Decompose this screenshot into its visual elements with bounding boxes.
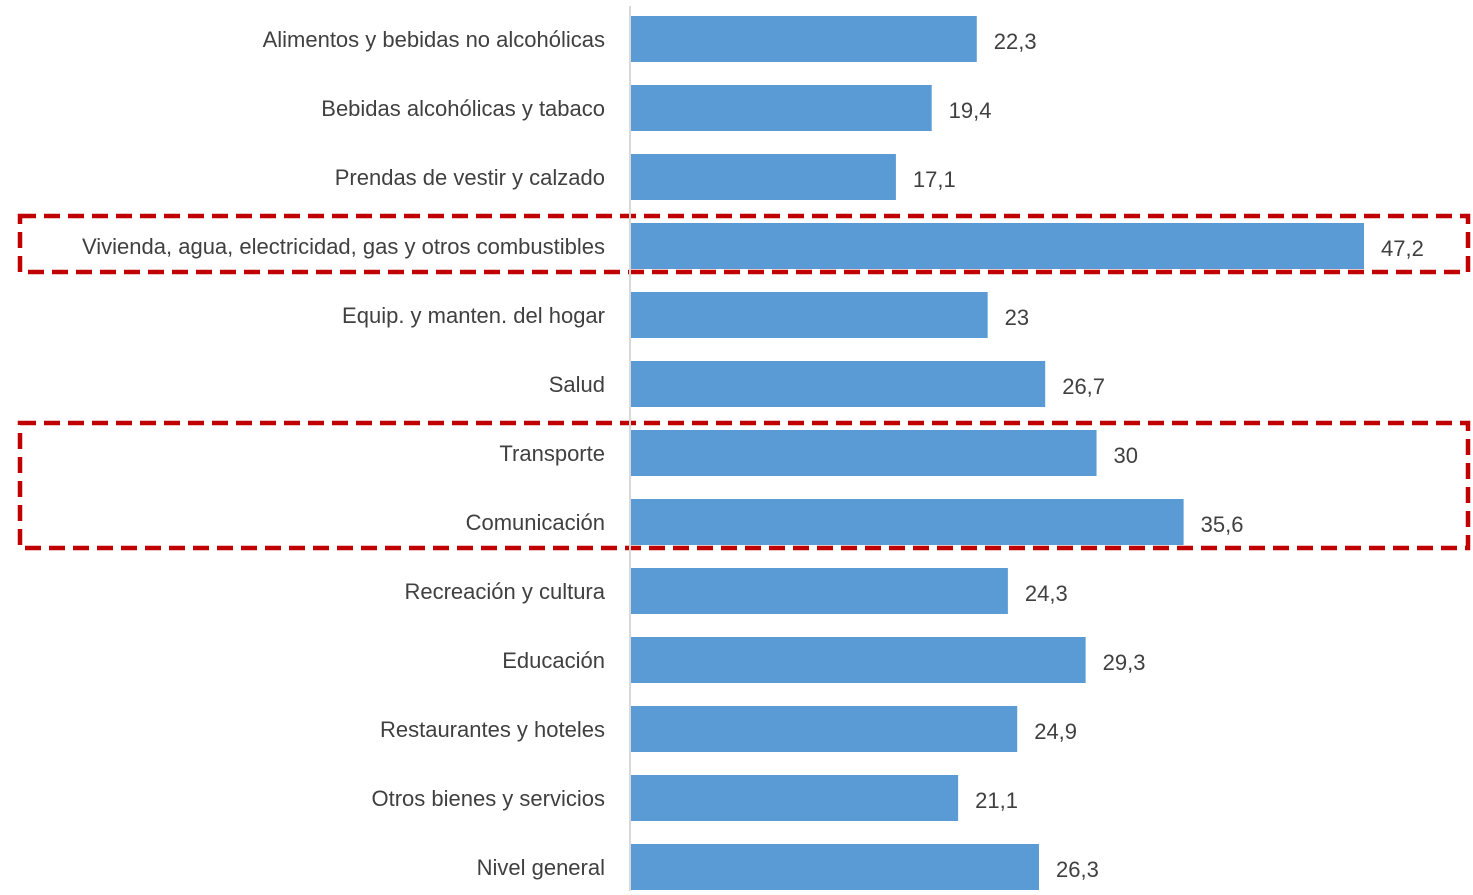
category-label-salud: Salud: [549, 372, 605, 397]
bar-alimentos-y-bebidas-no-alcoholicas: [630, 16, 977, 62]
category-label-comunicacion: Comunicación: [466, 510, 605, 535]
bar-recreacion-y-cultura: [630, 568, 1008, 614]
data-label-otros-bienes-y-servicios: 21,1: [975, 788, 1018, 813]
data-label-equip-y-manten-del-hogar: 23: [1005, 305, 1029, 330]
category-label-recreacion-y-cultura: Recreación y cultura: [404, 579, 605, 604]
bar-salud: [630, 361, 1046, 407]
data-label-comunicacion: 35,6: [1201, 512, 1244, 537]
bars: [630, 16, 1364, 890]
highlight-box-2: [17, 420, 1471, 551]
category-label-prendas-de-vestir-y-calzado: Prendas de vestir y calzado: [335, 165, 605, 190]
data-label-vivienda-agua-electricidad-gas-y-otros-combustibles: 47,2: [1381, 236, 1424, 261]
bar-nivel-general: [630, 844, 1039, 890]
data-label-salud: 26,7: [1062, 374, 1105, 399]
category-label-transporte: Transporte: [499, 441, 605, 466]
bar-vivienda-agua-electricidad-gas-y-otros-combustibles: [630, 223, 1364, 269]
category-labels: Alimentos y bebidas no alcohólicas Bebida…: [82, 27, 606, 880]
bar-transporte: [630, 430, 1097, 476]
bar-educacion: [630, 637, 1086, 683]
category-label-equip-y-manten-del-hogar: Equip. y manten. del hogar: [342, 303, 605, 328]
data-label-educacion: 29,3: [1103, 650, 1146, 675]
bar-equip-y-manten-del-hogar: [630, 292, 988, 338]
bar-otros-bienes-y-servicios: [630, 775, 959, 821]
data-label-recreacion-y-cultura: 24,3: [1025, 581, 1068, 606]
category-label-educacion: Educación: [502, 648, 605, 673]
data-label-nivel-general: 26,3: [1056, 857, 1099, 882]
category-label-otros-bienes-y-servicios: Otros bienes y servicios: [371, 786, 605, 811]
bar-restaurantes-y-hoteles: [630, 706, 1018, 752]
data-label-prendas-de-vestir-y-calzado: 17,1: [913, 167, 956, 192]
data-label-transporte: 30: [1114, 443, 1138, 468]
data-labels: 22,3 19,4 17,1 47,2 23 26,7 30 35,6 24,3 29,3 24,9…: [913, 29, 1424, 882]
highlight-box-1: [17, 213, 1471, 275]
highlight-boxes: [17, 213, 1471, 551]
data-label-bebidas-alcoholicas-y-tabaco: 19,4: [949, 98, 992, 123]
category-label-vivienda-agua-electricidad-gas-y-otros-combustibles: Vivienda, agua, electricidad, gas y otro…: [82, 234, 605, 259]
bar-bebidas-alcoholicas-y-tabaco: [630, 85, 932, 131]
data-label-alimentos-y-bebidas-no-alcoholicas: 22,3: [994, 29, 1037, 54]
category-label-nivel-general: Nivel general: [477, 855, 605, 880]
bar-comunicacion: [630, 499, 1184, 545]
bar-prendas-de-vestir-y-calzado: [630, 154, 896, 200]
category-label-alimentos-y-bebidas-no-alcoholicas: Alimentos y bebidas no alcohólicas: [263, 27, 605, 52]
data-label-restaurantes-y-hoteles: 24,9: [1034, 719, 1077, 744]
category-label-bebidas-alcoholicas-y-tabaco: Bebidas alcohólicas y tabaco: [321, 96, 605, 121]
category-label-restaurantes-y-hoteles: Restaurantes y hoteles: [380, 717, 605, 742]
